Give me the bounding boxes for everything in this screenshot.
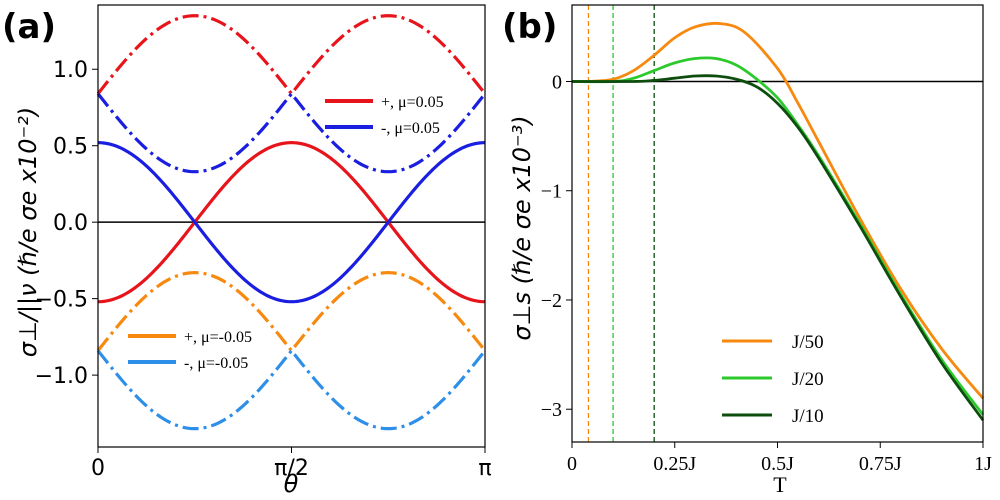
legend-label: -, μ=0.05 (381, 120, 440, 137)
panel-a-series-2 (96, 14, 487, 97)
legend-label: +, μ=-0.05 (184, 329, 252, 346)
panel-a-series-4 (96, 271, 487, 354)
panel-a-x-ticks: 0 π/2 π (91, 447, 492, 481)
panel-b-y-tick-label: 0 (552, 71, 562, 93)
legend-label: J/10 (792, 406, 824, 427)
panel-a-plot-area (96, 14, 487, 431)
panel-a-y-tick-label: 0.5 (53, 135, 88, 160)
panel-b-x-tick-label: 0.75J (859, 453, 902, 475)
panel-a-y-tick-label: 1.0 (53, 58, 88, 83)
panel-b: (b) 0 0.25J 0.5J 0.75J 1J 0 −1 −2 −3 T σ⊥s (ℏ/e… (502, 4, 992, 497)
panel-a-series-1 (97, 141, 486, 304)
panel-b-series-J/50 (571, 21, 985, 400)
panel-a-y-tick-label: 0.0 (53, 211, 88, 236)
panel-b-x-tick-label: 0 (567, 453, 577, 475)
legend-label: +, μ=0.05 (381, 94, 444, 111)
panel-a-x-tick-label: π/2 (274, 456, 309, 481)
panel-a-series-0 (97, 141, 486, 304)
panel-b-series-J/10 (571, 74, 985, 421)
panel-b-x-tick-label: 0.25J (653, 453, 696, 475)
panel-a-x-axis-title: θ (284, 470, 299, 498)
panel-a-x-tick-label: 0 (91, 456, 105, 481)
panel-b-x-tick-label: 0.5J (761, 453, 794, 475)
panel-a-label: (a) (2, 7, 56, 47)
panel-b-y-tick-label: −3 (541, 399, 562, 421)
legend-label: J/20 (792, 369, 824, 390)
panel-a-series-3 (96, 91, 487, 174)
panel-a: (a) 0 π/2 π 1.0 0.5 0.0 −0.5 −1.0 θ σ⊥/||ν (ℏ/… (2, 4, 492, 498)
panel-a-y-tick-label: −1.0 (35, 364, 88, 389)
panel-b-series-J/20 (571, 56, 985, 416)
panel-a-y-tick-label: −0.5 (35, 288, 88, 313)
panel-b-y-tick-label: −1 (541, 181, 562, 203)
panel-a-y-axis-title: σ⊥/||ν (ℏ/e σe x10⁻²) (14, 107, 42, 357)
panel-a-legend-top: +, μ=0.05 -, μ=0.05 (325, 94, 444, 137)
legend-label: J/50 (792, 332, 824, 353)
panel-a-series-5 (96, 348, 487, 431)
panel-b-x-tick-label: 1J (974, 453, 992, 475)
legend-label: -, μ=-0.05 (184, 355, 248, 372)
panel-b-y-ticks: 0 −1 −2 −3 (541, 71, 572, 421)
panel-b-x-ticks: 0 0.25J 0.5J 0.75J 1J (567, 442, 992, 475)
panel-a-legend-bottom: +, μ=-0.05 -, μ=-0.05 (128, 329, 252, 372)
panel-b-x-axis-title: T (773, 472, 787, 497)
panel-b-legend: J/50 J/20 J/10 (722, 332, 824, 427)
panel-b-y-tick-label: −2 (541, 290, 562, 312)
panel-a-x-tick-label: π (478, 456, 491, 481)
panel-b-plot-area (571, 5, 985, 442)
panel-a-frame (97, 4, 486, 448)
panel-a-y-ticks: 1.0 0.5 0.0 −0.5 −1.0 (35, 58, 98, 389)
panel-b-label: (b) (502, 7, 557, 47)
panel-b-y-axis-title: σ⊥s (ℏ/e σe x10⁻³) (508, 115, 536, 340)
